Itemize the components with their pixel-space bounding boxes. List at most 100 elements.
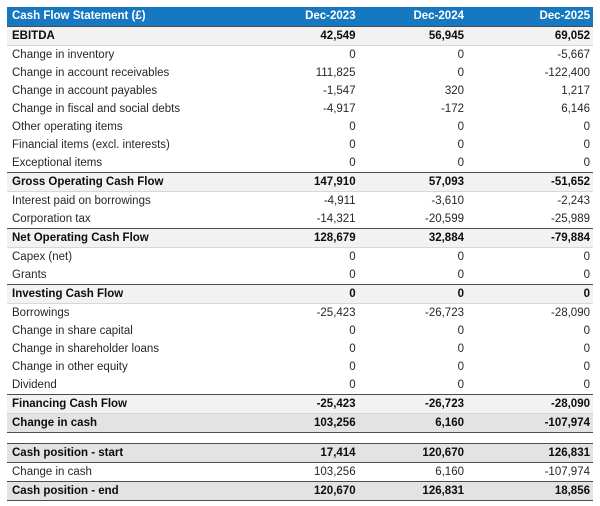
table-row: Financial items (excl. interests) 0 0 0 — [7, 136, 593, 154]
table-row: Net Operating Cash Flow 128,679 32,884 -79,… — [7, 228, 593, 248]
row-label: Net Operating Cash Flow — [7, 228, 251, 248]
cell-value: 6,146 — [467, 100, 593, 118]
cell-value: 0 — [358, 284, 467, 304]
row-label: Financing Cash Flow — [7, 394, 251, 414]
column-header-dec-2025: Dec-2025 — [467, 7, 593, 27]
table-row: Other operating items 0 0 0 — [7, 118, 593, 136]
cell-value: -3,610 — [358, 191, 467, 210]
table-row: Cash position - start 17,414 120,670 126,83… — [7, 443, 593, 463]
cell-value: -107,974 — [467, 413, 593, 433]
cell-value: 0 — [250, 45, 359, 64]
cell-value: 0 — [467, 118, 593, 136]
cell-value: 0 — [250, 322, 359, 340]
cell-value: 120,670 — [250, 481, 359, 501]
cell-value: -26,723 — [358, 303, 467, 322]
cell-value: 0 — [358, 118, 467, 136]
row-label: Change in fiscal and social debts — [7, 100, 251, 118]
cell-value: -122,400 — [467, 64, 593, 82]
header-row: Cash Flow Statement (£) Dec-2023 Dec-202… — [7, 7, 593, 27]
row-label: Cash position - end — [7, 481, 251, 501]
cell-value: -172 — [358, 100, 467, 118]
cell-value: 0 — [358, 136, 467, 154]
cell-value: 57,093 — [358, 172, 467, 192]
cell-value: 0 — [358, 340, 467, 358]
row-label: Change in cash — [7, 413, 251, 433]
row-label: Change in shareholder loans — [7, 340, 251, 358]
cell-value: 0 — [358, 64, 467, 82]
table-row: Change in account receivables 111,825 0 -12… — [7, 64, 593, 82]
cell-value: -14,321 — [250, 210, 359, 229]
cell-value: -26,723 — [358, 394, 467, 414]
table-row: Capex (net) 0 0 0 — [7, 247, 593, 266]
row-label: Interest paid on borrowings — [7, 191, 251, 210]
row-label: Cash position - start — [7, 443, 251, 463]
cell-value: -28,090 — [467, 394, 593, 414]
table-row: Corporation tax -14,321 -20,599 -25,989 — [7, 210, 593, 229]
table-row: Change in other equity 0 0 0 — [7, 358, 593, 376]
row-label: Investing Cash Flow — [7, 284, 251, 304]
table-row: Investing Cash Flow 0 0 0 — [7, 284, 593, 304]
table-row: Exceptional items 0 0 0 — [7, 154, 593, 173]
cell-value: 111,825 — [250, 64, 359, 82]
cell-value: -25,989 — [467, 210, 593, 229]
row-label: Dividend — [7, 376, 251, 395]
cell-value: 0 — [358, 358, 467, 376]
table-header: Cash Flow Statement (£) Dec-2023 Dec-202… — [7, 7, 593, 27]
table-row: Change in shareholder loans 0 0 0 — [7, 340, 593, 358]
cell-value: -25,423 — [250, 303, 359, 322]
cell-value: -1,547 — [250, 82, 359, 100]
cell-value: 0 — [467, 340, 593, 358]
table-title: Cash Flow Statement (£) — [7, 7, 251, 27]
row-label: Financial items (excl. interests) — [7, 136, 251, 154]
cell-value: 0 — [250, 358, 359, 376]
table-row: Gross Operating Cash Flow 147,910 57,093 -5… — [7, 172, 593, 192]
table-row: Interest paid on borrowings -4,911 -3,610-… — [7, 191, 593, 210]
cell-value: 0 — [250, 154, 359, 173]
cell-value: 103,256 — [250, 462, 359, 482]
spacer-cell — [7, 432, 593, 444]
cell-value: 147,910 — [250, 172, 359, 192]
table-row: Change in inventory 0 0 -5,667 — [7, 45, 593, 64]
table-row: Grants 0 0 0 — [7, 266, 593, 285]
cell-value: 120,670 — [358, 443, 467, 463]
spacer-row — [7, 432, 593, 444]
cell-value: 0 — [250, 266, 359, 285]
cell-value: -5,667 — [467, 45, 593, 64]
cell-value: 0 — [250, 118, 359, 136]
table-row: Financing Cash Flow -25,423 -26,723 -28,090 — [7, 394, 593, 414]
table-row: Change in cash 103,256 6,160 -107,974 — [7, 462, 593, 482]
cell-value: 17,414 — [250, 443, 359, 463]
cell-value: 0 — [467, 358, 593, 376]
row-label: Grants — [7, 266, 251, 285]
cell-value: 0 — [250, 284, 359, 304]
cell-value: 0 — [358, 154, 467, 173]
cell-value: 0 — [358, 45, 467, 64]
cell-value: -107,974 — [467, 462, 593, 482]
table-row: Change in cash 103,256 6,160 -107,974 — [7, 413, 593, 433]
row-label: Change in account receivables — [7, 64, 251, 82]
row-label: EBITDA — [7, 26, 251, 46]
cell-value: 0 — [250, 136, 359, 154]
cell-value: -28,090 — [467, 303, 593, 322]
table-row: Change in fiscal and social debts -4,917-… — [7, 100, 593, 118]
cell-value: 0 — [467, 154, 593, 173]
row-label: Change in other equity — [7, 358, 251, 376]
cell-value: 6,160 — [358, 413, 467, 433]
cell-value: 126,831 — [467, 443, 593, 463]
cell-value: -4,917 — [250, 100, 359, 118]
cell-value: 0 — [467, 376, 593, 395]
column-header-dec-2023: Dec-2023 — [250, 7, 359, 27]
cell-value: 0 — [250, 376, 359, 395]
row-label: Corporation tax — [7, 210, 251, 229]
cell-value: 0 — [358, 266, 467, 285]
cell-value: 0 — [358, 247, 467, 266]
table-row: EBITDA 42,549 56,945 69,052 — [7, 26, 593, 46]
cell-value: 42,549 — [250, 26, 359, 46]
cell-value: -20,599 — [358, 210, 467, 229]
cell-value: 126,831 — [358, 481, 467, 501]
table-row: Change in account payables -1,547 320 1,217 — [7, 82, 593, 100]
cell-value: 1,217 — [467, 82, 593, 100]
row-label: Borrowings — [7, 303, 251, 322]
cell-value: 18,856 — [467, 481, 593, 501]
cell-value: 0 — [467, 322, 593, 340]
